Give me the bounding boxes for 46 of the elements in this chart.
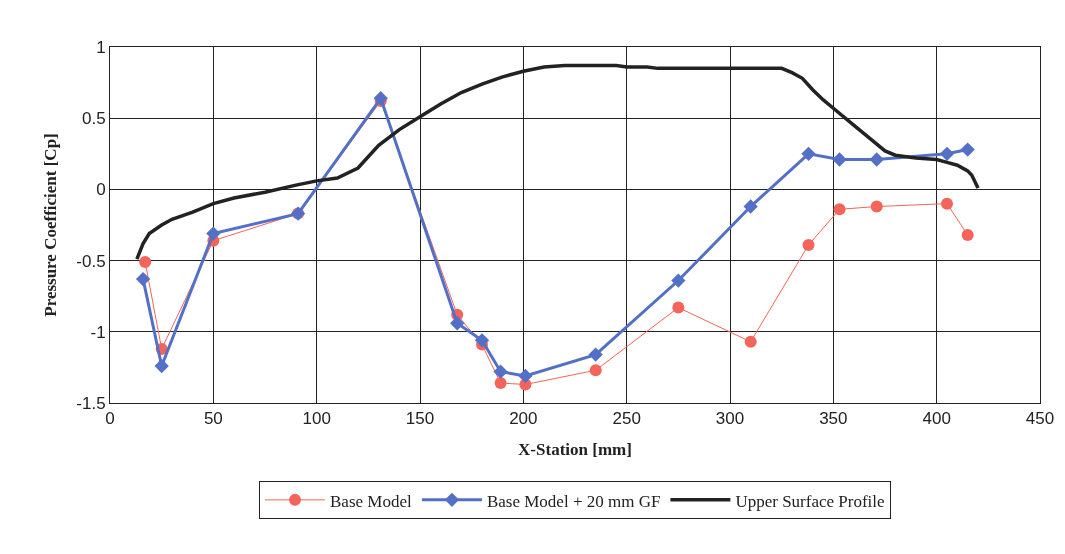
y-tick-label: 1 [96,37,106,57]
x-tick-label: 350 [819,409,848,429]
point [833,203,846,216]
x-tick-label: 400 [922,409,951,429]
point [672,301,685,314]
point [671,273,686,288]
legend-label: Base Model + 20 mm GF [486,491,661,511]
y-tick-label: 0 [96,180,106,200]
point [801,146,816,161]
point [135,271,151,287]
legend-label: Upper Surface Profile [735,491,885,511]
x-tick-label: 100 [302,409,331,429]
x-axis-title: X-Station [mm] [518,439,632,459]
point [960,142,975,157]
point [832,152,847,167]
x-tick-label: 200 [509,409,538,429]
y-tick-label: -1.5 [76,393,106,413]
point [494,377,507,390]
point [450,316,465,331]
y-tick-label: -1 [90,322,106,342]
y-tick-label: 0.5 [81,109,106,129]
point [743,199,758,214]
legend-label: Base Model [330,491,412,511]
point [802,238,815,251]
point [941,197,953,210]
point [869,152,884,167]
point [154,358,169,374]
point [588,347,603,362]
point [474,333,490,348]
point [518,368,533,384]
y-tick-label: -0.5 [76,251,106,271]
point [939,146,955,161]
x-tick-label: 300 [715,409,745,429]
point [206,226,221,241]
point [744,335,757,348]
point [961,228,974,241]
x-tick-label: 450 [1025,409,1055,429]
point [870,200,883,213]
point [493,364,508,379]
point [139,256,152,269]
x-tick-label: 250 [612,409,641,429]
y-axis-title: Pressure Coefficient [Cp] [40,133,60,317]
point [373,91,388,106]
x-tick-label: 150 [405,409,435,429]
point [589,364,602,377]
x-tick-label: 50 [203,409,223,429]
